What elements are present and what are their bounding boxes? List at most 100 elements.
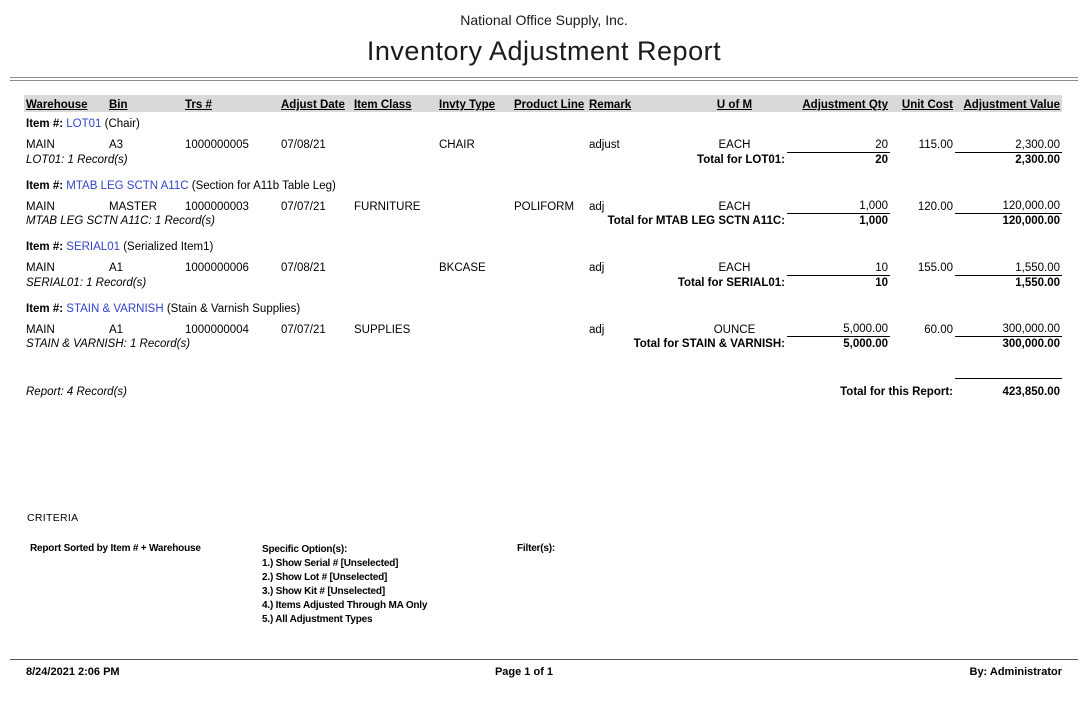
- cell-uom: OUNCE: [713, 323, 756, 336]
- table-row: MAIN A1 1000000004 07/07/21 SUPPLIES adj…: [24, 317, 1062, 337]
- page-footer: 8/24/2021 2:06 PM Page 1 of 1 By: Admini…: [10, 659, 1078, 678]
- table-row: MAIN A3 1000000005 07/08/21 CHAIR adjust…: [24, 132, 1062, 152]
- item-group-head-text: Item #: MTAB LEG SCTN A11C (Section for …: [26, 175, 364, 193]
- report-total-rule-row: [24, 375, 1062, 379]
- col-header-uom: U of M: [682, 95, 787, 112]
- group-total-unitcost-empty: [890, 214, 955, 229]
- item-number-label: Item #:: [26, 302, 64, 315]
- report-total-gap: [24, 378, 1062, 385]
- cell-product-line: [512, 255, 587, 275]
- item-code-link[interactable]: STAIN & VARNISH: [66, 302, 164, 315]
- cell-warehouse: MAIN: [26, 323, 55, 336]
- col-header-unit-cost-label: Unit Cost: [901, 99, 953, 111]
- cell-bin: A3: [109, 139, 124, 151]
- group-spacer: [24, 167, 1062, 174]
- cell-adjust-date: 07/07/21: [281, 323, 326, 336]
- col-header-product-line: Product Line: [512, 95, 587, 112]
- cell-remark: adj: [589, 200, 605, 213]
- col-header-product-line-label: Product Line: [514, 99, 585, 111]
- group-total-value: 300,000.00: [955, 336, 1062, 351]
- criteria-section: CRITERIA Report Sorted by Item # + Wareh…: [27, 512, 1061, 625]
- group-total-unitcost-empty: [890, 337, 955, 352]
- cell-product-line: [512, 132, 587, 152]
- criteria-option: 5.) All Adjustment Types: [262, 614, 373, 625]
- col-header-remark: Remark: [587, 95, 682, 112]
- company-name: National Office Supply, Inc.: [460, 12, 628, 28]
- item-code-link[interactable]: MTAB LEG SCTN A11C: [66, 179, 189, 192]
- col-header-warehouse: Warehouse: [24, 95, 107, 112]
- cell-trs: 1000000005: [185, 139, 249, 151]
- report-total-value: 423,850.00: [1002, 386, 1060, 398]
- adjustment-table: Warehouse Bin Trs # Adjust Date Item Cla…: [24, 95, 1062, 399]
- group-total-label: Total for LOT01:: [697, 153, 785, 166]
- group-total-unitcost-empty: [890, 275, 955, 290]
- item-description: (Serialized Item1): [123, 241, 214, 253]
- cell-bin: A1: [109, 262, 124, 274]
- col-header-item-class-label: Item Class: [354, 99, 412, 111]
- cell-adjust-date: 07/07/21: [281, 200, 326, 213]
- footer-user: By: Administrator: [969, 666, 1062, 678]
- group-total-row: LOT01: 1 Record(s) Total for LOT01: 20 2…: [24, 151, 1062, 167]
- criteria-filters-label: Filter(s):: [517, 543, 556, 554]
- table-header-row: Warehouse Bin Trs # Adjust Date Item Cla…: [24, 95, 1062, 112]
- item-code-link[interactable]: LOT01: [66, 118, 102, 130]
- col-header-uom-label: U of M: [716, 99, 753, 111]
- col-header-adjustment-qty-label: Adjustment Qty: [802, 99, 888, 111]
- group-total-label: Total for STAIN & VARNISH:: [633, 338, 785, 350]
- col-header-warehouse-label: Warehouse: [26, 99, 88, 111]
- cell-item-class: [352, 255, 437, 275]
- cell-uom: EACH: [718, 262, 751, 274]
- item-group-header: Item #: MTAB LEG SCTN A11C (Section for …: [24, 174, 1062, 194]
- group-total-row: STAIN & VARNISH: 1 Record(s) Total for S…: [24, 336, 1062, 352]
- col-header-bin: Bin: [107, 95, 183, 112]
- cell-invty-type: BKCASE: [439, 262, 486, 274]
- cell-bin: A1: [109, 323, 124, 336]
- cell-trs: 1000000004: [185, 323, 249, 336]
- cell-adjust-date: 07/08/21: [281, 262, 326, 274]
- cell-unit-cost: 120.00: [917, 200, 953, 213]
- group-spacer: [24, 228, 1062, 235]
- table-row: MAIN A1 1000000006 07/08/21 BKCASE adj E…: [24, 255, 1062, 275]
- report-total-row: Report: 4 Record(s) Total for this Repor…: [24, 385, 1062, 399]
- group-total-qty: 20: [787, 151, 890, 167]
- col-header-adjust-date-label: Adjust Date: [281, 99, 345, 111]
- criteria-option: 2.) Show Lot # [Unselected]: [262, 572, 388, 583]
- col-header-trs: Trs #: [183, 95, 279, 112]
- cell-adjustment-value: 2,300.00: [1015, 138, 1060, 151]
- cell-trs: 1000000003: [185, 200, 249, 213]
- group-total-value: 2,300.00: [955, 151, 1062, 167]
- report-total-label: Total for this Report:: [840, 386, 953, 398]
- item-code-link[interactable]: SERIAL01: [66, 241, 120, 253]
- cell-adjust-date: 07/08/21: [281, 139, 326, 151]
- cell-adjustment-qty: 1,000: [859, 200, 888, 212]
- item-group-head-text: Item #: SERIAL01 (Serialized Item1): [26, 236, 364, 254]
- item-group-head-text: Item #: LOT01 (Chair): [26, 113, 364, 131]
- col-header-invty-type: Invty Type: [437, 95, 512, 112]
- cell-invty-type: [437, 194, 512, 214]
- cell-trs: 1000000006: [185, 262, 249, 274]
- criteria-options: Specific Option(s): 1.) Show Serial # [U…: [262, 543, 502, 627]
- cell-unit-cost: 60.00: [924, 323, 953, 336]
- cell-remark: adjust: [589, 139, 620, 151]
- cell-item-class: FURNITURE: [354, 200, 421, 213]
- cell-uom: EACH: [718, 200, 751, 213]
- group-record-count: STAIN & VARNISH: 1 Record(s): [26, 338, 191, 350]
- footer-page-number: Page 1 of 1: [494, 666, 554, 678]
- cell-remark: adj: [589, 323, 605, 336]
- cell-warehouse: MAIN: [26, 200, 55, 213]
- group-total-value: 1,550.00: [955, 274, 1062, 290]
- report-record-count: Report: 4 Record(s): [26, 386, 127, 398]
- cell-adjustment-value: 120,000.00: [1002, 200, 1060, 212]
- criteria-sorted-by: Report Sorted by Item # + Warehouse: [30, 543, 201, 554]
- group-total-qty: 1,000: [787, 213, 890, 228]
- cell-unit-cost: 155.00: [917, 262, 953, 274]
- item-group-header: Item #: STAIN & VARNISH (Stain & Varnish…: [24, 297, 1062, 317]
- cell-unit-cost: 115.00: [918, 139, 953, 151]
- item-description: (Stain & Varnish Supplies): [166, 302, 301, 315]
- cell-adjustment-qty: 20: [875, 138, 888, 151]
- col-header-item-class: Item Class: [352, 95, 437, 112]
- footer-datetime: 8/24/2021 2:06 PM: [26, 666, 120, 678]
- item-group-header: Item #: SERIAL01 (Serialized Item1): [24, 235, 1062, 255]
- cell-item-class: SUPPLIES: [354, 323, 411, 336]
